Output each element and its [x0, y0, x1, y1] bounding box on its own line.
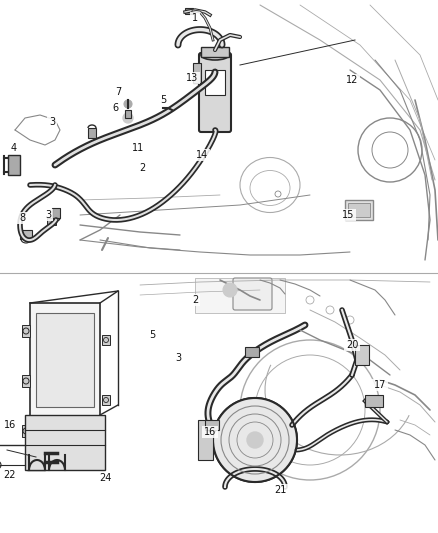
Bar	[125, 110, 131, 118]
Bar	[22, 425, 30, 437]
Text: 6: 6	[112, 103, 118, 113]
Circle shape	[123, 113, 133, 123]
Text: 7: 7	[115, 87, 121, 97]
FancyBboxPatch shape	[198, 53, 230, 132]
Bar	[354, 345, 368, 365]
Bar	[52, 208, 60, 218]
Text: 17: 17	[373, 380, 385, 390]
Text: 3: 3	[45, 210, 51, 220]
FancyBboxPatch shape	[233, 278, 272, 310]
Bar	[193, 63, 201, 83]
Circle shape	[124, 100, 132, 108]
Bar	[184, 8, 193, 14]
FancyBboxPatch shape	[201, 47, 229, 57]
Bar	[88, 128, 96, 138]
Bar	[27, 445, 45, 470]
Bar	[205, 420, 219, 430]
Bar	[102, 335, 110, 345]
Text: 13: 13	[185, 73, 198, 83]
Bar	[347, 203, 369, 217]
Text: 21: 21	[273, 485, 286, 495]
Bar	[36, 313, 94, 407]
Text: 11: 11	[131, 143, 144, 153]
Bar	[364, 395, 382, 407]
Circle shape	[223, 283, 237, 297]
Bar	[25, 415, 105, 470]
Text: 2: 2	[138, 163, 145, 173]
Text: 5: 5	[159, 95, 166, 105]
Text: 4: 4	[11, 143, 17, 153]
Text: 15: 15	[341, 210, 353, 220]
Bar	[22, 325, 30, 337]
Text: 5: 5	[148, 330, 155, 340]
Text: 14: 14	[195, 150, 208, 160]
Text: 1: 1	[191, 13, 198, 23]
Text: 3: 3	[49, 117, 55, 127]
Text: 20: 20	[345, 340, 357, 350]
Bar	[205, 70, 225, 95]
Bar	[344, 200, 372, 220]
Text: 16: 16	[203, 427, 215, 437]
Bar	[198, 420, 212, 460]
Bar	[22, 375, 30, 387]
Bar	[102, 395, 110, 405]
Circle shape	[247, 432, 262, 448]
Text: 12: 12	[345, 75, 357, 85]
Text: 3: 3	[174, 353, 180, 363]
Bar	[47, 218, 56, 225]
Text: 24: 24	[99, 473, 111, 483]
Text: 2: 2	[191, 295, 198, 305]
Bar	[20, 230, 32, 239]
Text: 22: 22	[4, 470, 16, 480]
Bar	[8, 155, 20, 175]
Text: 8: 8	[19, 213, 25, 223]
Bar	[30, 303, 100, 423]
Bar	[194, 278, 284, 313]
Circle shape	[212, 398, 297, 482]
Text: 16: 16	[4, 420, 16, 430]
Bar	[244, 347, 258, 357]
